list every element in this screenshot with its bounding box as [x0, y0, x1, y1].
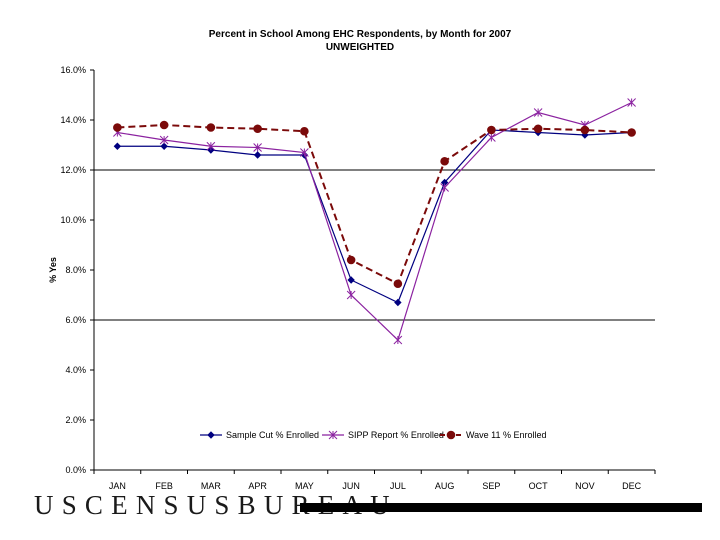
x-tick-label: MAY	[295, 481, 314, 491]
data-point	[206, 123, 216, 132]
legend-label: Wave 11 % Enrolled	[466, 430, 547, 440]
legend-entry: Sample Cut % Enrolled	[200, 430, 319, 440]
y-tick-label: 10.0%	[60, 215, 86, 225]
data-point	[253, 124, 262, 134]
data-point	[113, 123, 122, 132]
data-point	[627, 128, 636, 137]
x-tick-label: OCT	[529, 481, 549, 491]
data-point	[159, 120, 169, 130]
x-tick-label: NOV	[575, 481, 595, 491]
data-point	[113, 142, 122, 150]
data-point	[160, 142, 168, 150]
data-point	[328, 430, 338, 440]
data-point	[346, 290, 356, 300]
x-tick-label: JUL	[390, 481, 406, 491]
axes: 0.0% 2.0% 4.0% 6.0% 8.0% 10.0% 12.0% 14.0% 16.0%…	[60, 65, 656, 491]
y-tick-label: 14.0%	[60, 115, 86, 125]
data-point	[253, 151, 262, 159]
data-point	[207, 431, 215, 439]
y-tick-label: 0.0%	[65, 465, 86, 475]
legend-entry: SIPP Report % Enrolled	[322, 430, 444, 440]
data-point	[533, 124, 543, 134]
data-point	[300, 148, 309, 157]
series-line	[117, 129, 632, 304]
y-tick-label: 16.0%	[60, 65, 86, 75]
chart-title: Percent in School Among EHC Respondents,…	[208, 29, 512, 40]
data-point	[347, 276, 355, 284]
legend-entry: Wave 11 % Enrolled	[440, 430, 547, 440]
legend-label: SIPP Report % Enrolled	[348, 430, 444, 440]
gridlines	[94, 169, 655, 321]
legend-label: Sample Cut % Enrolled	[226, 430, 319, 440]
series-line	[117, 101, 632, 342]
legend: Sample Cut % Enrolled SIPP Report % Enrol…	[200, 430, 547, 440]
y-tick-label: 12.0%	[60, 165, 86, 175]
data-point	[206, 141, 216, 151]
data-point	[446, 430, 456, 440]
data-point	[487, 133, 496, 142]
data-point	[440, 156, 449, 166]
series-line	[117, 123, 632, 286]
y-tick-label: 4.0%	[65, 365, 86, 375]
data-point	[533, 108, 543, 117]
data-point	[346, 255, 356, 265]
footer-rule	[300, 503, 702, 512]
chart-subtitle: UNWEIGHTED	[325, 42, 395, 53]
data-point	[440, 183, 449, 192]
x-tick-label: FEB	[155, 481, 173, 491]
x-tick-label: JAN	[109, 481, 126, 491]
y-axis-title: % Yes	[48, 257, 58, 283]
data-point	[300, 126, 309, 136]
data-point	[627, 98, 636, 107]
x-tick-label: JUN	[342, 481, 360, 491]
series-group	[113, 98, 636, 345]
data-point	[159, 135, 169, 145]
data-point	[580, 125, 590, 135]
data-point	[393, 279, 403, 289]
x-tick-label: AUG	[435, 481, 455, 491]
x-tick-label: DEC	[622, 481, 642, 491]
y-tick-label: 8.0%	[65, 265, 86, 275]
y-tick-label: 2.0%	[65, 415, 86, 425]
data-point	[393, 335, 403, 345]
x-tick-label: SEP	[482, 481, 500, 491]
data-point	[487, 125, 496, 135]
x-tick-label: APR	[248, 481, 267, 491]
x-tick-label: MAR	[201, 481, 222, 491]
data-point	[394, 298, 402, 307]
data-point	[253, 143, 262, 152]
y-tick-label: 6.0%	[65, 315, 86, 325]
